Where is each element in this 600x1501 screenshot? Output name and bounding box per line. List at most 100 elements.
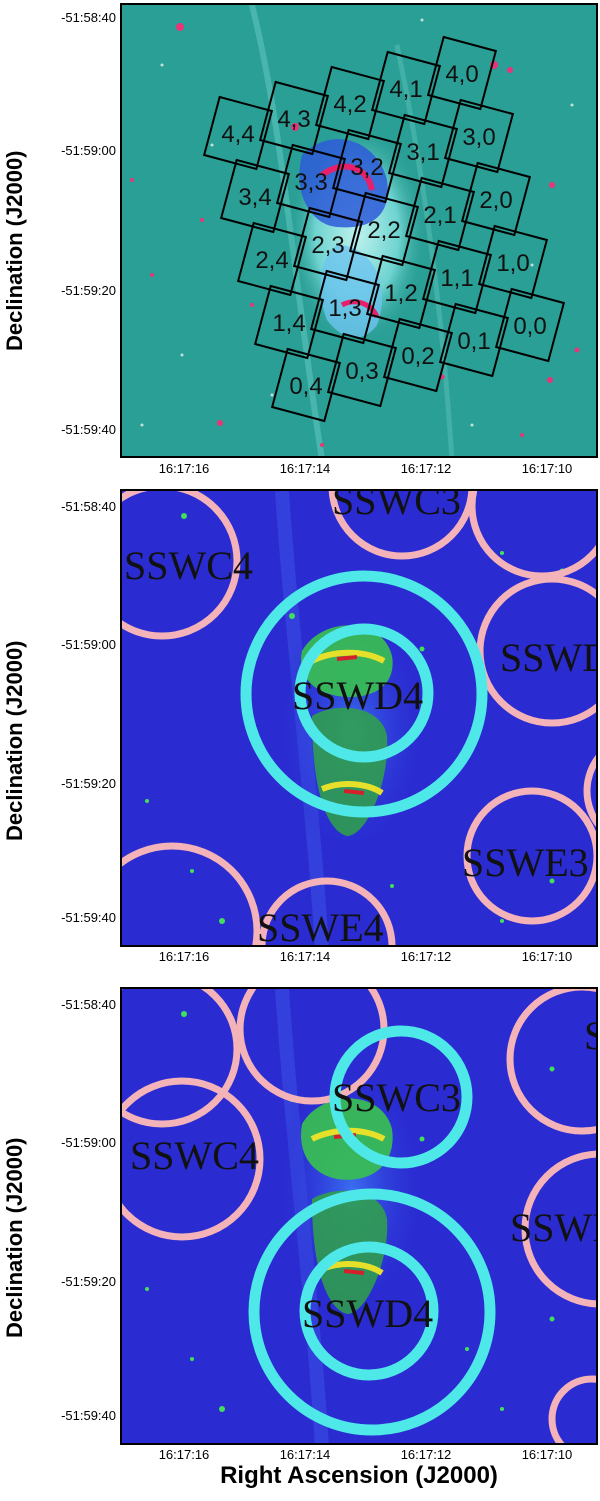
- spaxel-cell: [236, 221, 308, 297]
- nebula-warm-region: [320, 781, 384, 796]
- spire-ssw-image-1: SSWC3 SSWC4 SSWD SSWD4 SSWE3 SSWE4: [122, 491, 598, 947]
- spire-ssw-panel-2: SSW SSWC3 SSWC4 SSWI SSWD4: [120, 987, 598, 1445]
- y-axis-label: Declination (J2000): [2, 150, 27, 351]
- ssw-aperture-rings: [122, 491, 596, 945]
- selected-aperture-rings: [248, 1025, 496, 1436]
- aperture-label-sswc4: SSWC4: [124, 543, 253, 588]
- y-tick: -51:59:20: [61, 776, 116, 791]
- spaxel-cell: [460, 161, 532, 237]
- spaxel-cell: [387, 113, 459, 189]
- spaxel-label: 3,2: [350, 154, 383, 181]
- spaxel-label: 1,1: [440, 265, 473, 292]
- pacs-footprint-image: 0,0 0,1 0,2 0,3 0,4 1,0 1,1 1,2 1,3 1,4 2,0 2,1 2,2 2…: [130, 5, 580, 456]
- spaxel-label: 2,3: [311, 232, 344, 259]
- nebula-streak: [394, 44, 455, 456]
- spaxel-cell: [348, 191, 420, 267]
- y-tick: -51:59:40: [61, 910, 116, 925]
- spaxel-cell: [477, 224, 549, 300]
- aperture-label-ssw: SSW: [584, 1013, 598, 1058]
- x-tick: 16:17:14: [279, 949, 331, 964]
- spaxel-label: 0,0: [513, 313, 546, 340]
- x-tick: 16:17:16: [158, 949, 210, 964]
- spaxel-cell: [331, 128, 403, 204]
- spaxel-label: 0,3: [345, 358, 378, 385]
- spaxel-cell: [219, 158, 291, 234]
- aperture-label-sswc3: SSWC3: [332, 491, 461, 523]
- spaxel-cell: [202, 95, 274, 171]
- y-tick: -51:58:40: [61, 997, 116, 1012]
- x-tick: 16:17:10: [521, 461, 573, 476]
- aperture-label-sswc3: SSWC3: [332, 1075, 461, 1120]
- aperture-label-sswi: SSWI: [510, 1205, 598, 1250]
- nebula-warm-region: [310, 649, 386, 664]
- spaxel-label: 1,3: [328, 295, 361, 322]
- x-tick: 16:17:10: [521, 949, 573, 964]
- x-tick: 16:17:12: [400, 949, 452, 964]
- spaxel-label: 0,1: [457, 328, 490, 355]
- spaxel-label: 2,4: [255, 247, 288, 274]
- spaxel-label: 1,4: [272, 310, 305, 337]
- spaxel-cell: [382, 317, 454, 393]
- spaxel-cell: [275, 143, 347, 219]
- spaxel-cell: [370, 50, 442, 126]
- selected-aperture-rings: [240, 570, 488, 818]
- x-tick: 16:17:12: [400, 1447, 452, 1462]
- y-tick: -51:59:20: [61, 1274, 116, 1289]
- pacs-footprint-panel: 0,0 0,1 0,2 0,3 0,4 1,0 1,1 1,2 1,3 1,4 2,0 2,1 2,2 2…: [120, 3, 598, 458]
- y-axis-label: Declination (J2000): [2, 1137, 27, 1338]
- x-axis-label: Right Ascension (J2000): [220, 1462, 498, 1489]
- y-tick: -51:59:20: [61, 283, 116, 298]
- spaxel-cell: [494, 287, 566, 363]
- x-tick: 16:17:10: [521, 1447, 573, 1462]
- spaxel-cell: [309, 269, 381, 345]
- aperture-label-sswe3: SSWE3: [462, 840, 589, 885]
- spaxel-label: 0,2: [401, 343, 434, 370]
- spaxel-label: 4,0: [445, 61, 478, 88]
- y-tick: -51:59:40: [61, 422, 116, 437]
- star-field: [145, 1011, 555, 1412]
- y-tick: -51:59:00: [61, 1135, 116, 1150]
- spaxel-cell: [426, 35, 498, 111]
- spire-ssw-panel-1: SSWC3 SSWC4 SSWD SSWD4 SSWE3 SSWE4: [120, 489, 598, 947]
- x-tick: 16:17:14: [279, 461, 331, 476]
- spaxel-cell: [404, 176, 476, 252]
- spaxel-label: 2,2: [367, 217, 400, 244]
- aperture-label-sswd: SSWD: [500, 635, 598, 680]
- spaxel-cell: [258, 80, 330, 156]
- aperture-label-sswe4: SSWE4: [257, 905, 384, 947]
- y-tick: -51:59:40: [61, 1408, 116, 1423]
- spaxel-cell: [365, 254, 437, 330]
- spaxel-cell: [326, 332, 398, 408]
- nebula-lobe: [299, 139, 388, 228]
- y-tick: -51:58:40: [61, 499, 116, 514]
- spaxel-label: 0,4: [289, 373, 322, 400]
- y-tick: -51:59:00: [61, 143, 116, 158]
- aperture-label-sswd4: SSWD4: [302, 1291, 433, 1336]
- spaxel-cell: [253, 284, 325, 360]
- x-tick: 16:17:12: [400, 461, 452, 476]
- spaxel-label: 3,0: [462, 124, 495, 151]
- spaxel-cell: [292, 206, 364, 282]
- spaxel-cell: [443, 98, 515, 174]
- spaxel-cell: [314, 65, 386, 141]
- spaxel-label: 4,4: [221, 121, 254, 148]
- spaxel-cell: [421, 239, 493, 315]
- x-tick: 16:17:14: [279, 1447, 331, 1462]
- spaxel-label: 1,0: [496, 250, 529, 277]
- spaxel-label: 3,4: [238, 184, 271, 211]
- spaxel-label: 2,0: [479, 187, 512, 214]
- spaxel-labels: 0,0 0,1 0,2 0,3 0,4 1,0 1,1 1,2 1,3 1,4 2,0 2,1 2,2 2…: [221, 61, 546, 400]
- spaxel-label: 1,2: [384, 280, 417, 307]
- spaxel-label: 3,3: [294, 169, 327, 196]
- spaxel-label: 4,3: [277, 106, 310, 133]
- spaxel-label: 4,2: [333, 91, 366, 118]
- nebula-streak: [249, 5, 325, 456]
- x-tick: 16:17:16: [158, 461, 210, 476]
- aperture-label-sswc4: SSWC4: [130, 1133, 259, 1178]
- y-axis-label: Declination (J2000): [2, 640, 27, 841]
- aperture-label-sswd4: SSWD4: [292, 673, 423, 718]
- y-tick: -51:59:00: [61, 637, 116, 652]
- y-tick: -51:58:40: [61, 10, 116, 25]
- x-tick: 16:17:16: [158, 1447, 210, 1462]
- spaxel-label: 2,1: [423, 202, 456, 229]
